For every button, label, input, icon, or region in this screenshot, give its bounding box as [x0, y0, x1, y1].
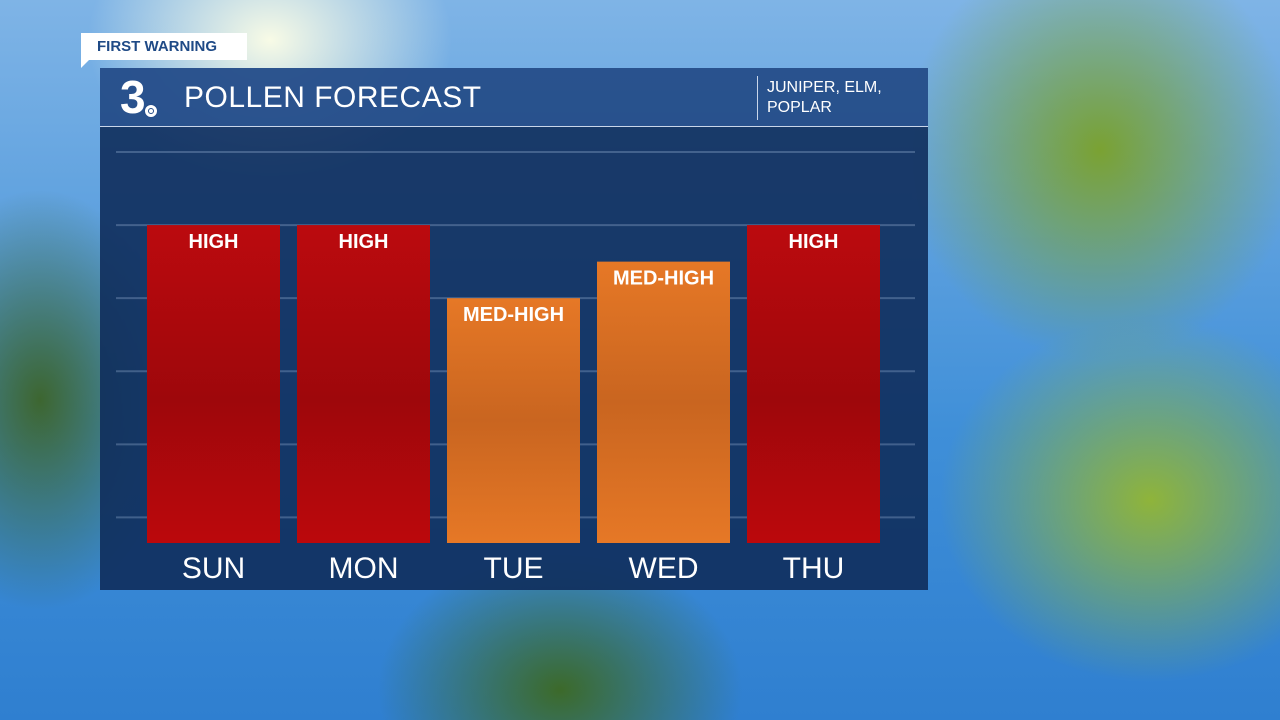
bar-mon — [297, 225, 430, 543]
x-tick-label: TUE — [484, 552, 544, 585]
bar-tue — [447, 298, 580, 543]
x-tick-label: THU — [783, 552, 845, 585]
bar-thu — [747, 225, 880, 543]
data-label: HIGH — [339, 231, 389, 253]
x-tick-label: SUN — [182, 552, 245, 585]
station-logo: 3 — [120, 74, 162, 120]
x-tick-label: MON — [329, 552, 399, 585]
data-label: HIGH — [789, 231, 839, 253]
first-warning-tag: FIRST WARNING — [81, 33, 247, 68]
pollen-types-line: JUNIPER, ELM, — [767, 79, 882, 96]
bar-wed — [597, 261, 730, 543]
pollen-types: JUNIPER, ELM, POPLAR — [767, 78, 882, 118]
data-label: HIGH — [189, 231, 239, 253]
page-title: POLLEN FORECAST — [184, 81, 482, 114]
pollen-types-line: POPLAR — [767, 99, 832, 116]
cbs-eye-icon — [144, 104, 158, 118]
bar-sun — [147, 225, 280, 543]
divider — [757, 76, 758, 120]
data-label: MED-HIGH — [613, 268, 714, 290]
x-tick-label: WED — [629, 552, 699, 585]
panel-header: 3 POLLEN FORECAST JUNIPER, ELM, POPLAR — [100, 68, 928, 127]
data-label: MED-HIGH — [463, 304, 564, 326]
